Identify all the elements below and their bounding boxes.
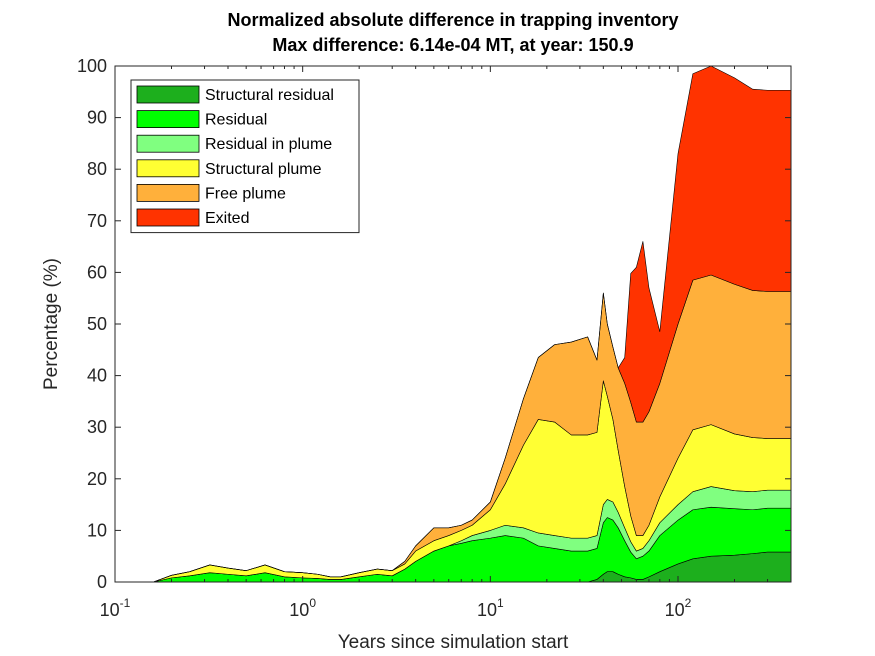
legend-swatch [136, 110, 200, 128]
y-tick-label: 80 [87, 159, 107, 179]
legend-swatch [136, 183, 200, 202]
y-tick-label: 70 [87, 211, 107, 231]
x-tick-exponent: 0 [309, 596, 316, 610]
legend-label: Structural plume [205, 161, 322, 178]
legend-swatch [136, 85, 200, 104]
legend-label: Structural residual [205, 87, 334, 104]
y-tick-label: 40 [87, 366, 107, 386]
y-axis-label: Percentage (%) [41, 258, 62, 390]
y-tick-label: 50 [87, 314, 107, 334]
legend: Structural residual Residual Residual in p… [130, 79, 360, 234]
x-tick-base: 10 [289, 600, 309, 620]
legend-label: Residual [205, 112, 267, 129]
legend-box [130, 79, 360, 234]
x-tick-base: 10 [665, 600, 685, 620]
legend-label: Residual in plume [205, 136, 332, 153]
x-axis-label: Years since simulation start [338, 632, 569, 653]
x-tick-label: 102 [665, 596, 692, 620]
legend-swatch [136, 208, 200, 227]
x-tick-label: 10-1 [100, 596, 131, 620]
y-tick-label: 30 [87, 417, 107, 437]
legend-swatch [136, 134, 200, 153]
y-tick-label: 100 [77, 56, 107, 76]
legend-swatch [136, 159, 200, 178]
legend-label: Free plume [205, 185, 286, 202]
y-tick-label: 10 [87, 520, 107, 540]
x-tick-label: 101 [477, 596, 504, 620]
x-tick-base: 10 [477, 600, 497, 620]
x-tick-exponent: 2 [685, 596, 692, 610]
y-tick-label: 60 [87, 262, 107, 282]
x-axis: 10-1 100 101 102 [100, 66, 792, 620]
x-tick-exponent: 1 [497, 596, 504, 610]
y-tick-label: 90 [87, 108, 107, 128]
y-tick-label: 0 [97, 572, 107, 592]
x-tick-label: 100 [289, 596, 316, 620]
chart-title: Normalized absolute difference in trappi… [227, 10, 678, 30]
chart-subtitle: Max difference: 6.14e-04 MT, at year: 15… [272, 35, 633, 55]
y-axis: 0 10 20 30 40 50 60 70 80 90 100 [77, 56, 791, 592]
x-tick-base: 10 [100, 600, 120, 620]
legend-label: Exited [205, 210, 249, 227]
x-tick-exponent: -1 [120, 596, 131, 610]
y-tick-label: 20 [87, 469, 107, 489]
